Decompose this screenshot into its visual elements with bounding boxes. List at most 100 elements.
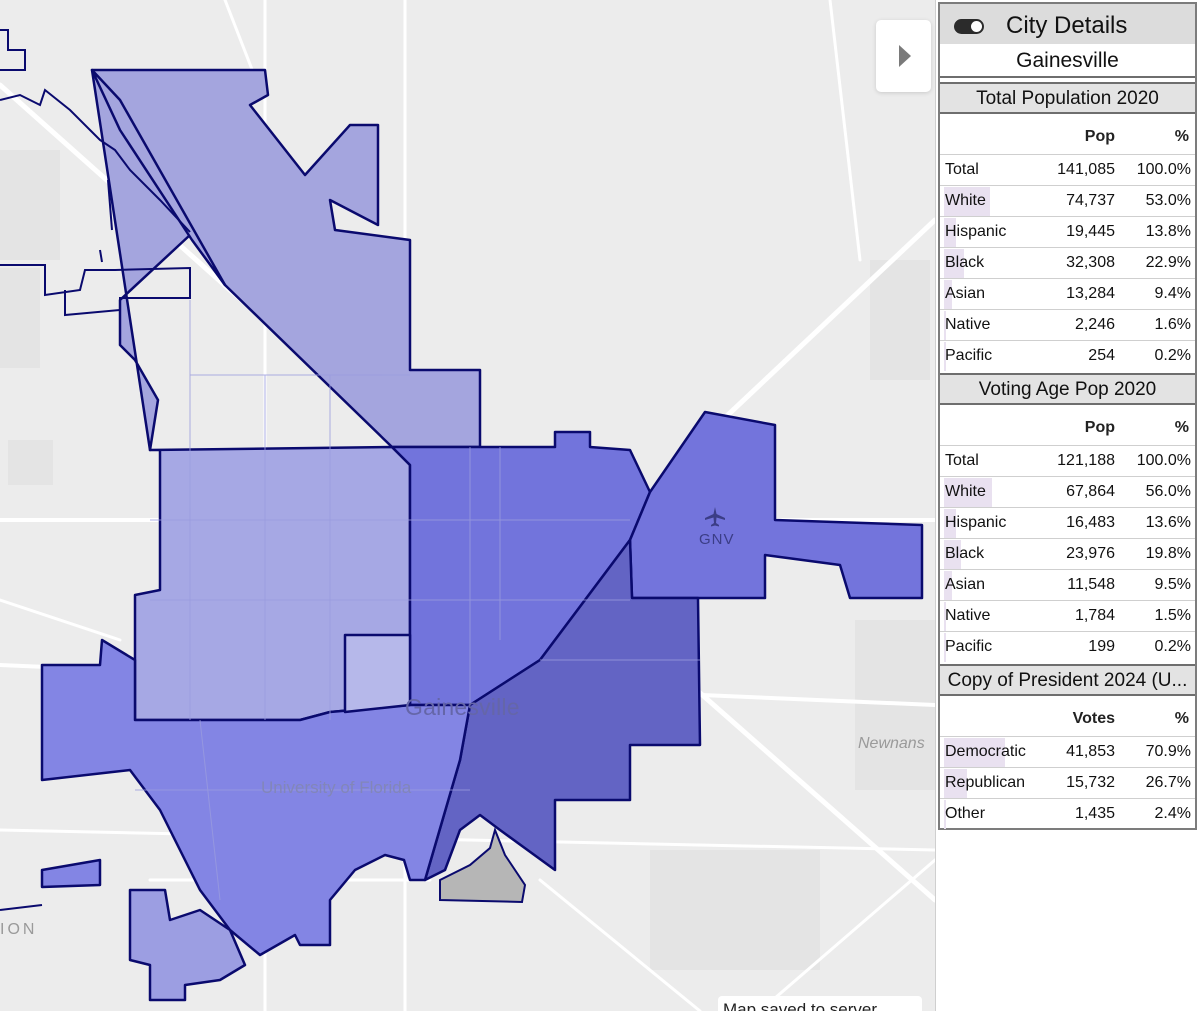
column-header-row: Pop% [940, 116, 1195, 154]
data-row-native: Native 2,246 1.6% [940, 309, 1195, 340]
share-bar [944, 633, 946, 662]
data-row-black: Black 23,976 19.8% [940, 538, 1195, 569]
row-label: Asian [945, 285, 986, 302]
row-label: Pacific [945, 638, 993, 655]
region-northwest-tail [90, 68, 227, 287]
row-value: 15,732 [1066, 774, 1115, 791]
map-label-edge-fragment: ION [0, 921, 38, 938]
row-label: Hispanic [945, 514, 1007, 531]
city-details-table: City Details Gainesville Total Populatio… [938, 2, 1197, 830]
row-label: Total [945, 161, 979, 178]
row-value: 41,853 [1066, 743, 1115, 760]
column-header-percent: % [1174, 419, 1189, 436]
share-bar [944, 769, 967, 798]
column-header-value: Votes [1072, 710, 1115, 727]
share-bar [944, 218, 956, 247]
row-percent: 0.2% [1154, 638, 1191, 655]
row-value: 13,284 [1066, 285, 1115, 302]
share-bar [944, 738, 1005, 767]
row-label: Native [945, 316, 991, 333]
collapse-panel-button[interactable] [876, 20, 931, 92]
row-label: Republican [945, 774, 1026, 791]
section-title: Total Population 2020 [940, 82, 1195, 114]
city-boundary-regions[interactable] [40, 68, 924, 1002]
row-label: Other [945, 805, 986, 822]
row-label: Asian [945, 576, 986, 593]
map-svg[interactable] [0, 0, 935, 1011]
share-bar [944, 311, 946, 340]
region-southwest [40, 638, 472, 957]
share-bar [944, 342, 946, 371]
row-label: White [945, 483, 986, 500]
region-southwest-small [128, 888, 247, 1002]
row-value: 32,308 [1066, 254, 1115, 271]
city-name: Gainesville [940, 44, 1195, 78]
data-row-asian: Asian 11,548 9.5% [940, 569, 1195, 600]
data-row-pacific: Pacific 254 0.2% [940, 340, 1195, 371]
data-row-republican: Republican 15,732 26.7% [940, 767, 1195, 798]
share-bar [944, 540, 961, 569]
row-percent: 100.0% [1136, 452, 1191, 469]
region-north [90, 68, 482, 452]
share-bar [944, 187, 990, 216]
row-value: 199 [1088, 638, 1115, 655]
map-label-city: Gainesville [405, 694, 520, 720]
data-row-white: White 67,864 56.0% [940, 476, 1195, 507]
row-percent: 1.6% [1154, 316, 1191, 333]
section-title: Voting Age Pop 2020 [940, 373, 1195, 405]
row-value: 11,548 [1067, 576, 1115, 593]
row-value: 16,483 [1066, 514, 1115, 531]
row-percent: 100.0% [1136, 161, 1191, 178]
map-canvas[interactable]: Gainesville University of Florida GNV Ne… [0, 0, 935, 1011]
column-header-row: Pop% [940, 407, 1195, 445]
data-row-asian: Asian 13,284 9.4% [940, 278, 1195, 309]
share-bar [944, 280, 952, 309]
panel-title: City Details [1006, 12, 1128, 39]
row-value: 67,864 [1066, 483, 1115, 500]
column-header-row: Votes% [940, 698, 1195, 736]
row-percent: 19.8% [1145, 545, 1191, 562]
column-header-percent: % [1174, 710, 1189, 727]
row-value: 1,784 [1074, 607, 1115, 624]
data-row-native: Native 1,784 1.5% [940, 600, 1195, 631]
share-bar [944, 509, 956, 538]
data-row-white: White 74,737 53.0% [940, 185, 1195, 216]
region-airport [628, 410, 924, 600]
row-percent: 13.8% [1145, 223, 1191, 240]
column-header-value: Pop [1084, 419, 1115, 436]
row-label: White [945, 192, 986, 209]
excluded-area [439, 826, 527, 904]
status-toast: Map saved to server [718, 996, 922, 1011]
panel-header: City Details [940, 4, 1195, 44]
row-label: Hispanic [945, 223, 1007, 240]
share-bar [944, 602, 946, 631]
caret-right-icon [899, 45, 911, 67]
row-label: Black [945, 545, 985, 562]
share-bar [944, 571, 952, 600]
row-value: 2,246 [1074, 316, 1115, 333]
row-label: Total [945, 452, 979, 469]
row-percent: 22.9% [1145, 254, 1191, 271]
toggle-switch-icon[interactable] [954, 19, 984, 34]
map-label-newnans: Newnans [858, 735, 925, 752]
row-label: Black [945, 254, 985, 271]
data-row-total: Total 141,085 100.0% [940, 154, 1195, 185]
airplane-icon [704, 506, 726, 528]
region-far-west [40, 858, 102, 889]
city-details-panel: City Details Gainesville Total Populatio… [935, 0, 1200, 1011]
column-header-percent: % [1174, 128, 1189, 145]
row-value: 23,976 [1066, 545, 1115, 562]
row-percent: 0.2% [1154, 347, 1191, 364]
row-percent: 70.9% [1145, 743, 1191, 760]
map-label-airport: GNV [699, 531, 735, 548]
data-row-other: Other 1,435 2.4% [940, 798, 1195, 829]
row-value: 141,085 [1057, 161, 1115, 178]
toggle-knob [971, 21, 982, 32]
data-row-hispanic: Hispanic 19,445 13.8% [940, 216, 1195, 247]
row-percent: 9.5% [1154, 576, 1191, 593]
detached-parcels [0, 29, 191, 911]
row-label: Democratic [945, 743, 1026, 760]
row-label: Native [945, 607, 991, 624]
row-value: 121,188 [1057, 452, 1115, 469]
share-bar [944, 800, 946, 829]
